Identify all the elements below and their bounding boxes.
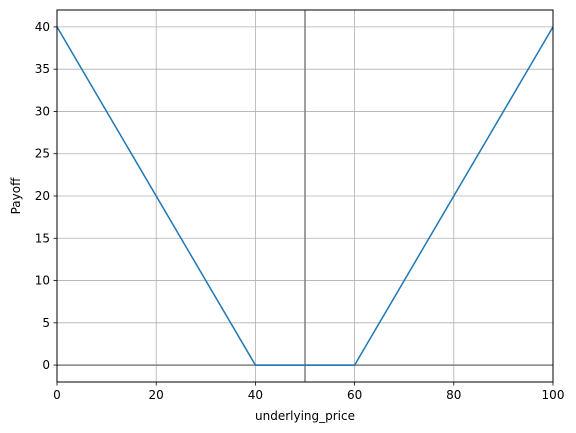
x-tick-label: 20 [149, 388, 164, 402]
y-tick-label: 40 [35, 20, 50, 34]
y-tick-label: 25 [35, 147, 50, 161]
x-axis-label: underlying_price [255, 409, 355, 423]
y-tick-label: 20 [35, 189, 50, 203]
y-axis-label: Payoff [9, 177, 23, 214]
x-tick-label: 60 [347, 388, 362, 402]
y-tick-label: 5 [42, 316, 50, 330]
y-tick-label: 15 [35, 231, 50, 245]
x-tick-label: 0 [53, 388, 61, 402]
y-tick-label: 0 [42, 358, 50, 372]
y-tick-label: 30 [35, 104, 50, 118]
x-tick-label: 80 [446, 388, 461, 402]
x-tick-label: 100 [542, 388, 565, 402]
x-axis-ticks: 0 20 40 60 80 100 [53, 382, 564, 402]
payoff-series-line [56, 26, 554, 366]
x-tick-label: 40 [248, 388, 263, 402]
y-tick-label: 35 [35, 62, 50, 76]
y-axis-ticks: 0 5 10 15 20 25 30 35 40 [35, 20, 57, 372]
series-group [56, 26, 554, 366]
y-tick-label: 10 [35, 274, 50, 288]
